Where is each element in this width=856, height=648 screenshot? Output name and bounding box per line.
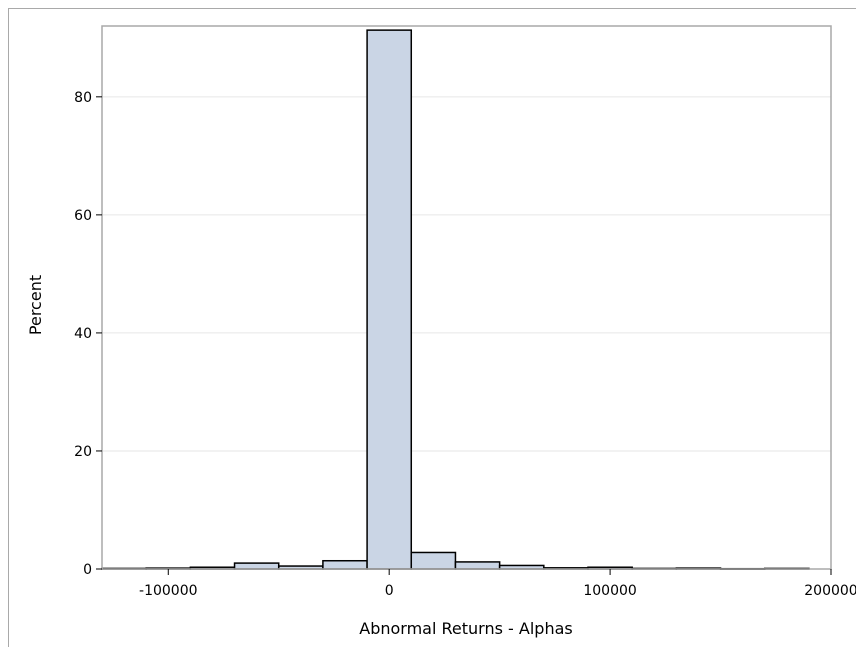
y-tick-label: 40 [74, 326, 92, 342]
histogram-bar [366, 29, 413, 570]
histogram-bar [410, 551, 457, 570]
histogram-bars [101, 29, 810, 570]
y-axis-ticks: 0 20 40 60 80 [74, 90, 102, 578]
y-axis-title: Percent [26, 275, 45, 335]
chart-frame: -100000 0 100000 200000 0 20 40 60 80 Abnormal … [8, 8, 856, 647]
histogram-bar [322, 559, 368, 570]
x-tick-label: -100000 [139, 583, 198, 599]
histogram-bar [233, 562, 280, 570]
x-tick-label: 100000 [583, 583, 636, 599]
x-tick-label: 200000 [804, 583, 856, 599]
gridlines [102, 96, 831, 452]
y-tick-label: 20 [74, 444, 92, 460]
x-axis-ticks: -100000 0 100000 200000 [139, 569, 856, 599]
y-tick-label: 0 [83, 562, 92, 578]
x-axis-title: Abnormal Returns - Alphas [359, 619, 572, 638]
histogram-chart: -100000 0 100000 200000 0 20 40 60 80 Abnormal … [26, 25, 856, 638]
histogram-bar [454, 561, 501, 570]
y-tick-label: 60 [74, 208, 92, 224]
plot-area-border [101, 25, 832, 570]
y-tick-label: 80 [74, 90, 92, 106]
x-tick-label: 0 [385, 583, 394, 599]
